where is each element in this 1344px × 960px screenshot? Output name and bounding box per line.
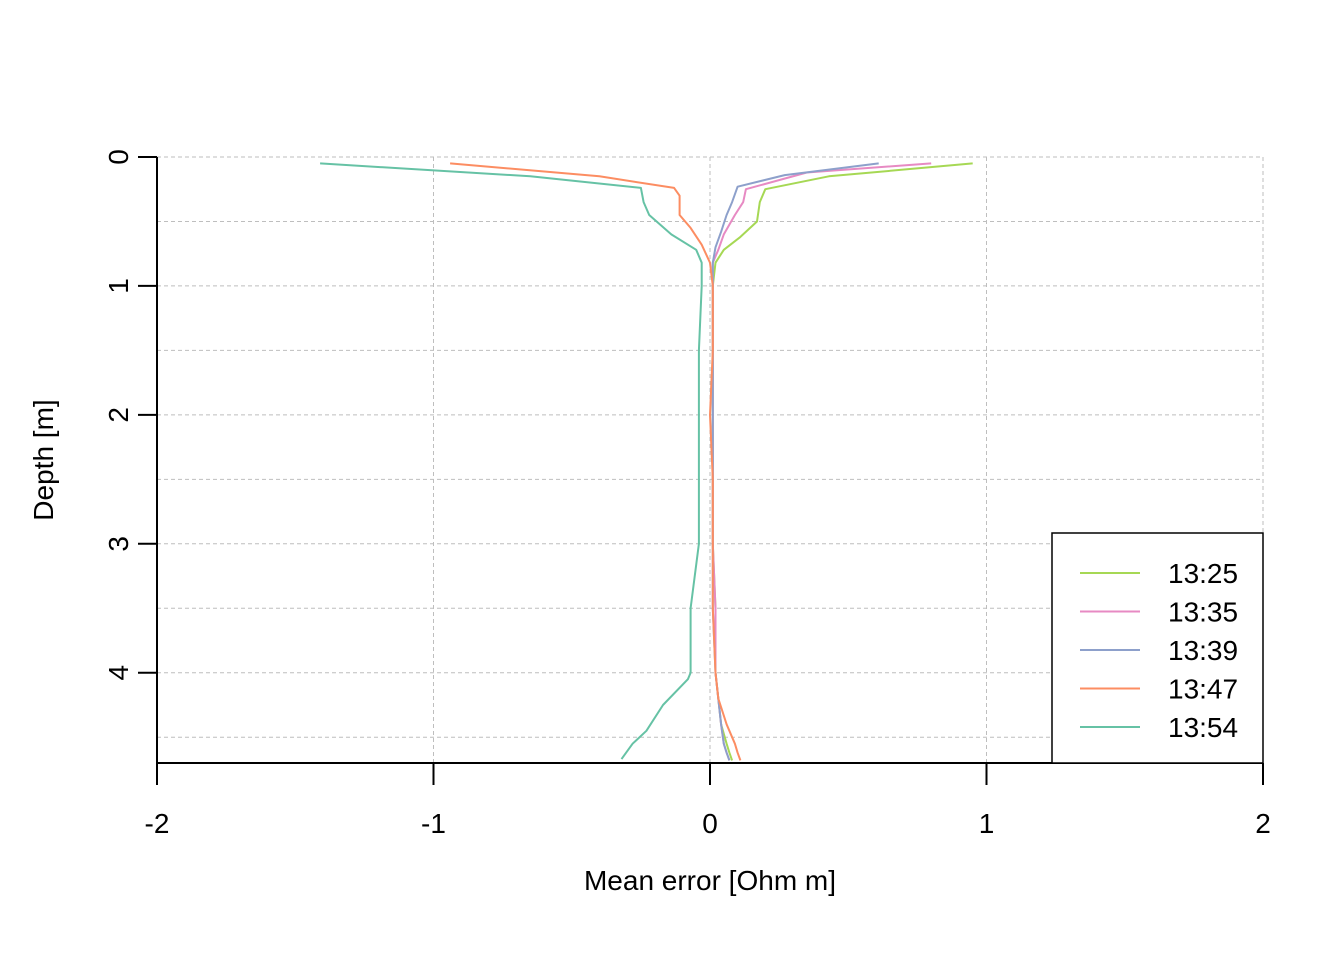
x-tick-label: 1	[979, 808, 995, 839]
legend-box	[1051, 532, 1264, 764]
y-tick-label: 3	[103, 536, 134, 552]
x-tick-label: 0	[702, 808, 718, 839]
legend-label: 13:35	[1168, 597, 1238, 628]
y-tick-label: 0	[103, 149, 134, 165]
series-line-1335	[711, 162, 932, 761]
x-tick-label: -2	[145, 808, 170, 839]
y-tick-label: 4	[103, 665, 134, 681]
grid	[156, 156, 1264, 763]
y-axis-label: Depth [m]	[28, 399, 59, 520]
legend-label: 13:25	[1168, 558, 1238, 589]
legend-label: 13:47	[1168, 674, 1238, 705]
series-line-1347	[450, 162, 742, 761]
series-line-1325	[711, 162, 973, 761]
x-tick-label: 2	[1255, 808, 1271, 839]
series-line-1354	[320, 162, 703, 760]
x-tick-label: -1	[421, 808, 446, 839]
series-line-1339	[711, 162, 879, 761]
legend-label: 13:39	[1168, 635, 1238, 666]
legend: 13:25 13:35 13:39 13:47 13:54	[1051, 532, 1264, 764]
legend-label: 13:54	[1168, 712, 1238, 743]
y-tick-label: 2	[103, 407, 134, 423]
y-tick-label: 1	[103, 278, 134, 294]
series-lines	[320, 162, 973, 761]
x-axis-label: Mean error [Ohm m]	[584, 865, 836, 896]
